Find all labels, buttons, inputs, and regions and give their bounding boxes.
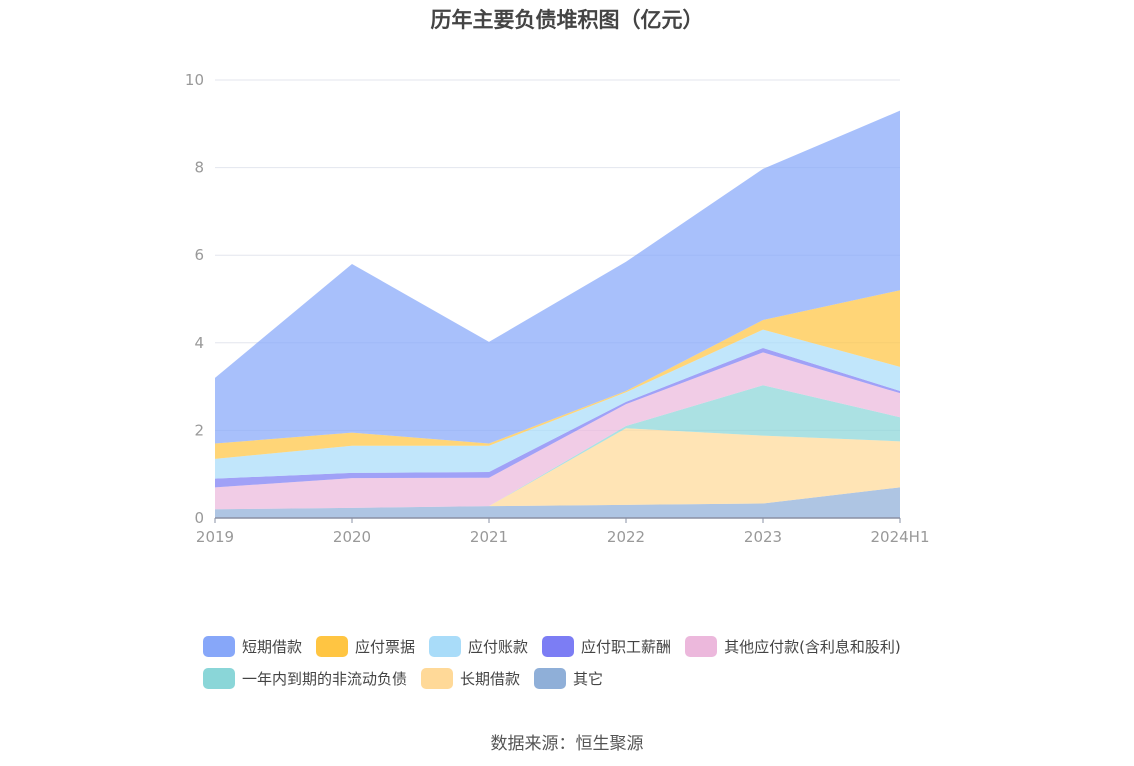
legend-item[interactable]: 短期借款 [203, 635, 303, 657]
x-tick-label: 2023 [744, 528, 782, 546]
area-series-band [215, 428, 900, 510]
y-tick-label: 10 [185, 71, 204, 89]
y-tick-label: 4 [194, 334, 204, 352]
legend-item[interactable]: 应付票据 [316, 635, 416, 657]
area-series-band [215, 352, 900, 510]
legend-label: 应付账款 [468, 637, 529, 656]
legend-row: 短期借款 应付票据 应付账款 应付职工薪酬 其他应付款(含利息和股利) [203, 630, 963, 662]
legend-label: 一年内到期的非流动负债 [242, 669, 408, 688]
legend-item[interactable]: 长期借款 [421, 667, 521, 689]
legend-item[interactable]: 其它 [534, 667, 604, 689]
area-series-band [215, 487, 900, 518]
chart-title: 历年主要负债堆积图（亿元） [430, 8, 704, 32]
legend-item[interactable]: 其他应付款(含利息和股利) [685, 635, 901, 657]
area-series-band [215, 290, 900, 459]
legend-swatch [534, 667, 567, 689]
area-series-band [215, 329, 900, 479]
area-series-band [215, 385, 900, 510]
y-tick-label: 6 [194, 246, 204, 264]
legend-row: 一年内到期的非流动负债 长期借款 其它 [203, 662, 963, 694]
x-tick-label: 2022 [607, 528, 645, 546]
axes: 0 2 4 6 8 10 2019 2020 2021 2022 2023 2024H1 [185, 71, 930, 546]
legend-swatch [429, 635, 462, 657]
legend-label: 长期借款 [460, 669, 521, 688]
y-tick-label: 2 [194, 421, 204, 439]
legend-item[interactable]: 一年内到期的非流动负债 [203, 667, 408, 689]
legend-swatch [542, 635, 575, 657]
legend-swatch [685, 635, 718, 657]
legend-swatch [316, 635, 349, 657]
legend-label: 其它 [573, 669, 604, 688]
x-tick-label: 2020 [333, 528, 371, 546]
data-source: 数据来源：恒生聚源 [490, 734, 644, 754]
legend-item[interactable]: 应付账款 [429, 635, 529, 657]
area-series [215, 110, 900, 518]
legend-label: 短期借款 [242, 637, 303, 656]
legend-label: 应付票据 [355, 637, 416, 656]
x-tick-label: 2024H1 [871, 528, 930, 546]
area-series-band [215, 110, 900, 444]
y-tick-label: 8 [194, 159, 204, 177]
legend-swatch [203, 667, 235, 689]
legend-label: 应付职工薪酬 [581, 637, 672, 656]
x-tick-label: 2021 [470, 528, 508, 546]
x-tick-label: 2019 [196, 528, 234, 546]
legend: 短期借款 应付票据 应付账款 应付职工薪酬 其他应付款(含利息和股利) 一年内到期的非流… [203, 630, 963, 694]
legend-label: 其他应付款(含利息和股利) [724, 637, 901, 656]
y-tick-label: 0 [194, 509, 204, 527]
legend-swatch [421, 667, 454, 689]
legend-item[interactable]: 应付职工薪酬 [542, 635, 672, 657]
stacked-area-chart: 0 2 4 6 8 10 2019 2020 2021 2022 2023 2024H1 [185, 71, 930, 546]
legend-swatch [203, 635, 235, 657]
